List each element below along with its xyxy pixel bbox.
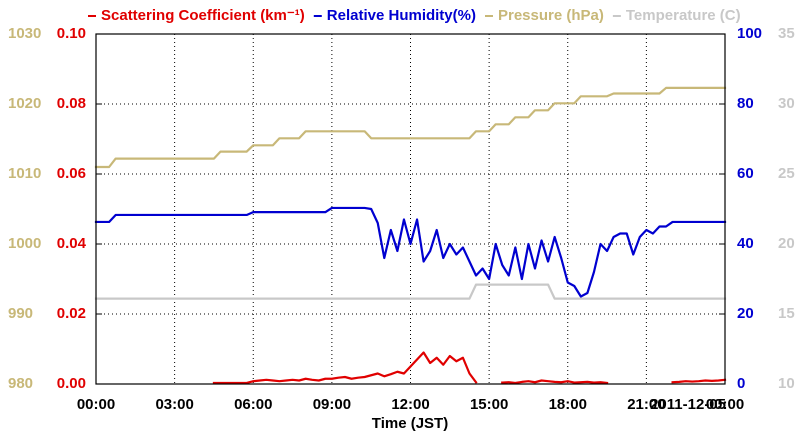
y4-tick-label: 15 bbox=[778, 305, 795, 322]
y-tick-label: 0.02 bbox=[57, 305, 86, 322]
y4-tick-label: 10 bbox=[778, 375, 795, 392]
series-line bbox=[212, 351, 727, 385]
y-tick-label: 0.10 bbox=[57, 25, 86, 42]
x-tick-label: 09:00 bbox=[313, 396, 351, 413]
x-tick-label: 18:00 bbox=[549, 396, 587, 413]
x-tick-label: 00:00 bbox=[77, 396, 115, 413]
y4-tick-label: 25 bbox=[778, 165, 795, 182]
series-line bbox=[94, 206, 727, 298]
legend-entry: Relative Humidity(%) bbox=[327, 7, 476, 24]
y2-tick-label: 40 bbox=[737, 235, 754, 252]
y3-tick-label: 1020 bbox=[8, 95, 41, 112]
x-axis-label: Time (JST) bbox=[372, 415, 448, 432]
plot-frame bbox=[95, 33, 726, 385]
y2-tick-label: 0 bbox=[737, 375, 745, 392]
x-tick-label: 00:00 bbox=[706, 396, 744, 413]
x-tick-label: 12:00 bbox=[391, 396, 429, 413]
y2-tick-label: 80 bbox=[737, 95, 754, 112]
y3-tick-label: 1000 bbox=[8, 235, 41, 252]
y-tick-label: 0.04 bbox=[57, 235, 87, 252]
y-tick-label: 0.06 bbox=[57, 165, 86, 182]
y2-tick-label: 20 bbox=[737, 305, 754, 322]
y2-tick-label: 60 bbox=[737, 165, 754, 182]
y3-tick-label: 1010 bbox=[8, 165, 41, 182]
x-tick-label: 06:00 bbox=[234, 396, 272, 413]
y4-tick-label: 35 bbox=[778, 25, 795, 42]
x-tick-label: 21:00 bbox=[627, 396, 665, 413]
y3-tick-label: 990 bbox=[8, 305, 33, 322]
y2-tick-label: 100 bbox=[737, 25, 762, 42]
y3-tick-label: 1030 bbox=[8, 25, 41, 42]
y4-tick-label: 30 bbox=[778, 95, 795, 112]
x-tick-label: 15:00 bbox=[470, 396, 508, 413]
legend-entry: Scattering Coefficient (km⁻¹) bbox=[101, 7, 305, 24]
date-annotation: 2011-12-05 bbox=[650, 396, 726, 413]
legend-entry: Temperature (C) bbox=[626, 7, 741, 24]
y-tick-label: 0.00 bbox=[57, 375, 86, 392]
series-line bbox=[94, 283, 727, 300]
y3-tick-label: 980 bbox=[8, 375, 33, 392]
y-tick-label: 0.08 bbox=[57, 95, 86, 112]
series-line bbox=[94, 86, 727, 169]
x-tick-label: 03:00 bbox=[155, 396, 193, 413]
y4-tick-label: 20 bbox=[778, 235, 795, 252]
legend-entry: Pressure (hPa) bbox=[498, 7, 604, 24]
